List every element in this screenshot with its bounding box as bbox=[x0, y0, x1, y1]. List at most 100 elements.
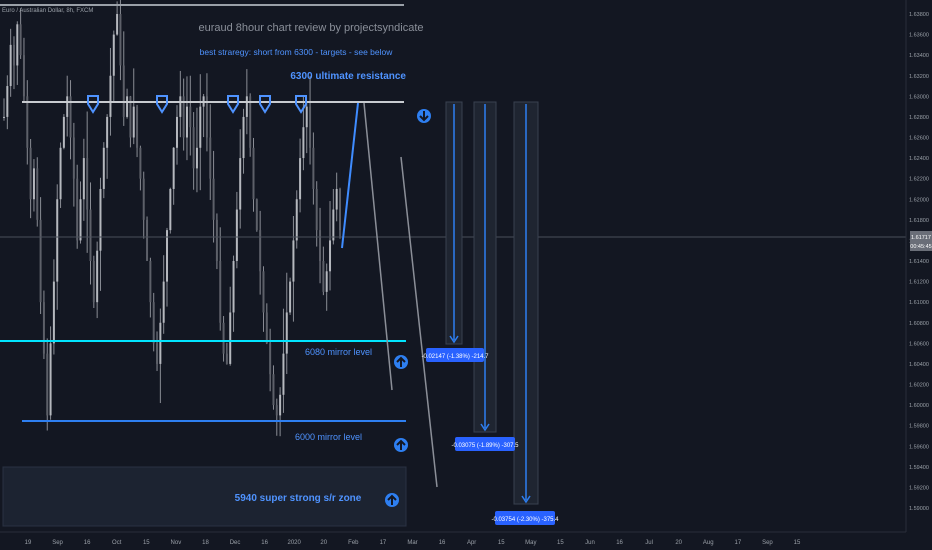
candle-body bbox=[142, 178, 145, 220]
candle-body bbox=[315, 188, 318, 231]
candle-body bbox=[192, 127, 195, 169]
arrow-down-circle-icon[interactable] bbox=[417, 109, 431, 123]
time-tick-label: 16 bbox=[439, 540, 446, 546]
candle-body bbox=[232, 261, 235, 313]
candle-body bbox=[39, 219, 42, 303]
time-tick-label: 15 bbox=[498, 540, 505, 546]
candle-body bbox=[175, 116, 178, 148]
candle-body bbox=[279, 394, 282, 416]
candle-body bbox=[49, 343, 52, 416]
candle-body bbox=[12, 44, 15, 66]
candle-body bbox=[92, 261, 95, 303]
current-price-text: 1.61717 bbox=[911, 235, 931, 241]
price-tick-label: 1.62800 bbox=[909, 115, 929, 121]
time-tick-label: 17 bbox=[735, 540, 742, 546]
shield-icon bbox=[295, 95, 307, 114]
candle-body bbox=[302, 127, 305, 159]
candle-body bbox=[275, 405, 278, 416]
candle-body bbox=[19, 24, 22, 56]
candle-body bbox=[26, 96, 29, 148]
chart-title: euraud 8hour chart review by projectsynd… bbox=[198, 22, 423, 34]
candle-body bbox=[222, 322, 225, 354]
candle-body bbox=[79, 199, 82, 241]
candle-body bbox=[242, 116, 245, 159]
measure-label-2: -0.03075 (-1.89%) -307.5 bbox=[451, 443, 519, 449]
candle-body bbox=[86, 158, 89, 210]
price-tick-label: 1.60600 bbox=[909, 341, 929, 347]
candle-body bbox=[285, 312, 288, 354]
candle-body bbox=[179, 96, 182, 117]
time-tick-label: Jul bbox=[645, 540, 653, 546]
time-tick-label: Mar bbox=[407, 540, 417, 546]
measure-tool-1[interactable] bbox=[445, 101, 463, 345]
price-tick-label: 1.63200 bbox=[909, 74, 929, 80]
candle-body bbox=[146, 219, 149, 261]
time-tick-label: May bbox=[525, 540, 536, 546]
measure-label-bg bbox=[455, 437, 515, 451]
candle-body bbox=[309, 106, 312, 148]
candle-body bbox=[319, 230, 322, 261]
price-tick-label: 1.62600 bbox=[909, 136, 929, 142]
candle-body bbox=[339, 188, 341, 231]
candle-body bbox=[295, 199, 298, 241]
candle-body bbox=[209, 137, 212, 179]
measure-label-1: -0.02147 (-1.38%) -214.7 bbox=[421, 354, 489, 360]
time-tick-label: Aug bbox=[703, 540, 714, 546]
arrow-up-circle-icon[interactable] bbox=[394, 355, 408, 369]
candle-body bbox=[189, 106, 192, 128]
arrow-up-circle-icon[interactable] bbox=[385, 493, 399, 507]
candle-body bbox=[22, 55, 25, 97]
candle-body bbox=[269, 343, 272, 375]
candle-body bbox=[282, 353, 285, 395]
measure-tool-3[interactable] bbox=[513, 101, 539, 505]
candle-body bbox=[162, 281, 165, 323]
candle-body bbox=[69, 96, 72, 138]
price-axis[interactable]: 1.63800 1.63600 1.63400 1.63200 1.63000 1.628… bbox=[905, 0, 932, 550]
time-tick-label: Sep bbox=[52, 540, 63, 546]
time-tick-label: 15 bbox=[557, 540, 564, 546]
price-tick-label: 1.60400 bbox=[909, 362, 929, 368]
measure-tool-2[interactable] bbox=[473, 101, 497, 433]
strategy-note: best straregy: short from 6300 - targets… bbox=[200, 47, 394, 57]
time-tick-label: 18 bbox=[202, 540, 209, 546]
price-tick-label: 1.60000 bbox=[909, 403, 929, 409]
resistance-label: 6300 ultimate resistance bbox=[290, 71, 406, 82]
candle-body bbox=[159, 322, 162, 364]
time-axis[interactable]: 19 Sep 16 Oct 15 Nov 18 Dec 16 2020 20 Feb 17 Mar 16 Ap… bbox=[0, 531, 932, 550]
candle-body bbox=[225, 353, 228, 364]
sr-zone bbox=[2, 466, 407, 527]
candle-body bbox=[235, 209, 238, 261]
shield-icon bbox=[87, 95, 99, 114]
arrow-up-circle-icon[interactable] bbox=[394, 438, 408, 452]
price-tick-label: 1.63600 bbox=[909, 33, 929, 39]
time-tick-label: 2020 bbox=[288, 540, 302, 546]
candle-body bbox=[136, 106, 139, 148]
projection-down-line-2 bbox=[400, 156, 438, 488]
price-tick-label: 1.62400 bbox=[909, 156, 929, 162]
candle-body bbox=[245, 96, 248, 117]
candle-body bbox=[172, 147, 175, 189]
time-tick-label: 15 bbox=[794, 540, 801, 546]
candle-body bbox=[99, 188, 102, 251]
candle-body bbox=[156, 343, 159, 364]
price-tick-label: 1.63800 bbox=[909, 12, 929, 18]
measure-label-3: -0.03754 (-2.30%) -375.4 bbox=[491, 517, 559, 523]
candle-body bbox=[46, 353, 49, 416]
price-tick-label: 1.59600 bbox=[909, 444, 929, 450]
time-tick-label: Jun bbox=[585, 540, 595, 546]
candle-body bbox=[56, 199, 59, 282]
candle-body bbox=[66, 96, 69, 117]
time-tick-label: 15 bbox=[143, 540, 150, 546]
price-tick-label: 1.62000 bbox=[909, 197, 929, 203]
time-tick-label: Oct bbox=[112, 540, 122, 546]
candle-body bbox=[59, 147, 62, 200]
candle-body bbox=[82, 158, 85, 200]
candle-body bbox=[62, 116, 65, 148]
candle-body bbox=[265, 312, 268, 344]
price-tick-label: 1.62200 bbox=[909, 177, 929, 183]
candle-body bbox=[262, 271, 265, 313]
candle-body bbox=[6, 86, 9, 117]
mirror-label-6080: 6080 mirror level bbox=[305, 347, 372, 357]
